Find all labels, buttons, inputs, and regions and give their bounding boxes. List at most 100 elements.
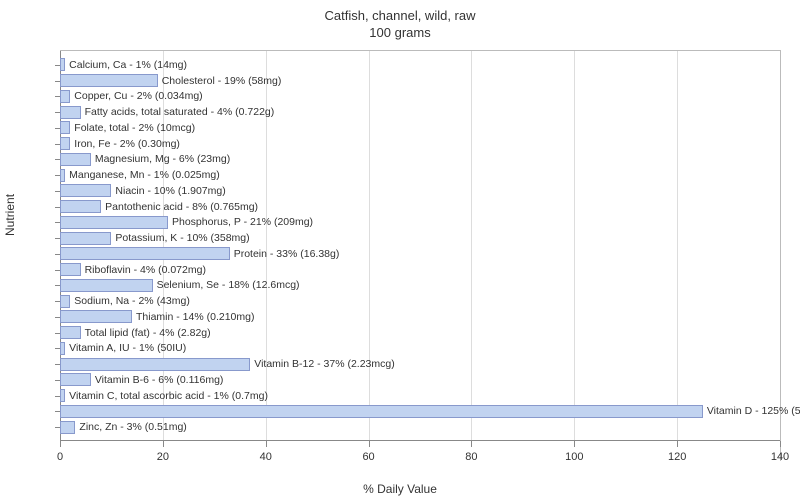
y-tick <box>55 348 60 349</box>
bar-row: Vitamin B-6 - 6% (0.116mg) <box>60 372 780 388</box>
y-tick <box>55 144 60 145</box>
y-tick <box>55 380 60 381</box>
nutrient-bar <box>60 121 70 134</box>
nutrient-bar-label: Fatty acids, total saturated - 4% (0.722… <box>81 105 275 119</box>
x-tick-label: 40 <box>260 451 272 463</box>
nutrient-bar-label: Thiamin - 14% (0.210mg) <box>132 310 254 324</box>
bar-row: Iron, Fe - 2% (0.30mg) <box>60 136 780 152</box>
x-tick-label: 0 <box>57 451 63 463</box>
nutrient-bar <box>60 310 132 323</box>
y-tick <box>55 411 60 412</box>
nutrient-bar <box>60 90 70 103</box>
y-tick <box>55 175 60 176</box>
x-tick <box>574 441 575 447</box>
nutrient-bar-label: Vitamin C, total ascorbic acid - 1% (0.7… <box>65 389 268 403</box>
x-tick-label: 120 <box>668 451 686 463</box>
y-tick <box>55 96 60 97</box>
nutrient-bar-label: Manganese, Mn - 1% (0.025mg) <box>65 168 220 182</box>
x-axis-line <box>60 440 780 441</box>
nutrient-bar <box>60 295 70 308</box>
bar-row: Total lipid (fat) - 4% (2.82g) <box>60 325 780 341</box>
nutrient-bar <box>60 153 91 166</box>
bar-row: Vitamin D - 125% (500IU) <box>60 404 780 420</box>
nutrient-bar-label: Total lipid (fat) - 4% (2.82g) <box>81 326 211 340</box>
x-tick-label: 60 <box>362 451 374 463</box>
nutrient-bar <box>60 326 81 339</box>
x-tick <box>163 441 164 447</box>
x-tick <box>60 441 61 447</box>
x-tick-label: 100 <box>565 451 583 463</box>
y-tick <box>55 65 60 66</box>
y-tick <box>55 191 60 192</box>
nutrient-bar-label: Vitamin D - 125% (500IU) <box>703 404 800 418</box>
nutrient-bar <box>60 247 230 260</box>
nutrient-bar-label: Riboflavin - 4% (0.072mg) <box>81 263 206 277</box>
bar-row: Protein - 33% (16.38g) <box>60 246 780 262</box>
nutrient-bar-label: Pantothenic acid - 8% (0.765mg) <box>101 200 258 214</box>
bar-row: Phosphorus, P - 21% (209mg) <box>60 215 780 231</box>
y-tick <box>55 159 60 160</box>
nutrient-bar-label: Selenium, Se - 18% (12.6mcg) <box>153 278 300 292</box>
x-tick-label: 20 <box>157 451 169 463</box>
bar-row: Folate, total - 2% (10mcg) <box>60 120 780 136</box>
nutrient-bar-label: Sodium, Na - 2% (43mg) <box>70 294 190 308</box>
nutrient-bar-label: Cholesterol - 19% (58mg) <box>158 74 282 88</box>
x-tick <box>266 441 267 447</box>
nutrient-bar <box>60 216 168 229</box>
nutrient-bar-label: Folate, total - 2% (10mcg) <box>70 121 195 135</box>
bar-row: Riboflavin - 4% (0.072mg) <box>60 262 780 278</box>
x-tick <box>677 441 678 447</box>
nutrient-bar <box>60 405 703 418</box>
y-tick <box>55 222 60 223</box>
title-line-2: 100 grams <box>0 25 800 42</box>
x-tick <box>780 441 781 447</box>
y-tick <box>55 270 60 271</box>
title-line-1: Catfish, channel, wild, raw <box>0 8 800 25</box>
bar-row: Manganese, Mn - 1% (0.025mg) <box>60 167 780 183</box>
nutrient-bar-label: Magnesium, Mg - 6% (23mg) <box>91 152 230 166</box>
nutrient-bar-label: Phosphorus, P - 21% (209mg) <box>168 215 313 229</box>
x-tick <box>369 441 370 447</box>
nutrient-bar-label: Zinc, Zn - 3% (0.51mg) <box>75 420 186 434</box>
y-tick <box>55 364 60 365</box>
bar-row: Pantothenic acid - 8% (0.765mg) <box>60 199 780 215</box>
bar-row: Copper, Cu - 2% (0.034mg) <box>60 89 780 105</box>
y-tick <box>55 112 60 113</box>
nutrient-bar <box>60 263 81 276</box>
nutrient-bar <box>60 358 250 371</box>
nutrient-bar-label: Calcium, Ca - 1% (14mg) <box>65 58 187 72</box>
y-tick <box>55 285 60 286</box>
bar-row: Calcium, Ca - 1% (14mg) <box>60 57 780 73</box>
nutrient-bar-label: Iron, Fe - 2% (0.30mg) <box>70 137 180 151</box>
plot-area: Calcium, Ca - 1% (14mg) Cholesterol - 19%… <box>60 50 781 461</box>
nutrient-bar <box>60 279 153 292</box>
nutrient-bar <box>60 137 70 150</box>
y-tick <box>55 128 60 129</box>
y-axis-label: Nutrient <box>3 194 17 236</box>
y-tick <box>55 254 60 255</box>
nutrient-bar-label: Vitamin B-12 - 37% (2.23mcg) <box>250 357 394 371</box>
nutrient-bar <box>60 184 111 197</box>
bar-row: Cholesterol - 19% (58mg) <box>60 73 780 89</box>
bar-row: Potassium, K - 10% (358mg) <box>60 230 780 246</box>
nutrient-bar-label: Copper, Cu - 2% (0.034mg) <box>70 89 202 103</box>
nutrient-bar <box>60 74 158 87</box>
bar-row: Zinc, Zn - 3% (0.51mg) <box>60 419 780 435</box>
nutrient-bar <box>60 106 81 119</box>
y-tick <box>55 317 60 318</box>
y-tick <box>55 396 60 397</box>
bar-row: Vitamin C, total ascorbic acid - 1% (0.7… <box>60 388 780 404</box>
nutrient-bar <box>60 373 91 386</box>
nutrient-bar-label: Potassium, K - 10% (358mg) <box>111 231 249 245</box>
y-tick <box>55 427 60 428</box>
y-tick <box>55 81 60 82</box>
bar-row: Niacin - 10% (1.907mg) <box>60 183 780 199</box>
bar-row: Vitamin B-12 - 37% (2.23mcg) <box>60 356 780 372</box>
bar-row: Sodium, Na - 2% (43mg) <box>60 293 780 309</box>
x-axis-label: % Daily Value <box>363 482 437 496</box>
y-tick <box>55 333 60 334</box>
chart-title: Catfish, channel, wild, raw 100 grams <box>0 0 800 42</box>
nutrient-bar-label: Vitamin A, IU - 1% (50IU) <box>65 341 186 355</box>
nutrient-bar-label: Niacin - 10% (1.907mg) <box>111 184 225 198</box>
bar-row: Vitamin A, IU - 1% (50IU) <box>60 341 780 357</box>
